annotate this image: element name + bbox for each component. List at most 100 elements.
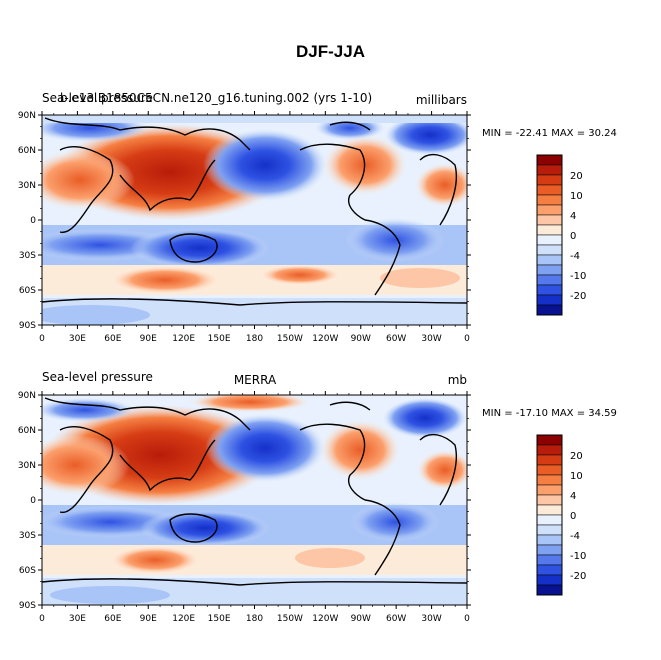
panel-2-field [42, 395, 467, 605]
colorbar-swatch [536, 444, 563, 456]
panel-2-lon-label: 0 [39, 614, 45, 624]
colorbar-swatch [536, 234, 563, 246]
panel-1-lat-label: 30N [18, 181, 36, 191]
panel-2-lon-label: 0 [464, 614, 470, 624]
colorbar-swatch [536, 254, 563, 266]
panel-1-lon-label: 90E [140, 334, 157, 344]
panel-2-lat-label: 30N [18, 461, 36, 471]
colorbar-swatch [536, 304, 563, 316]
panel-1-lon-label: 60E [104, 334, 121, 344]
panel-2-lon-label: 30W [421, 614, 441, 624]
colorbar-swatch [536, 454, 563, 466]
colorbar-swatch [536, 574, 563, 586]
panel-2-lon-label: 90E [140, 614, 157, 624]
panel-1-center-text: b.e13.B1850C5CN.ne120_g16.tuning.002 (yr… [60, 91, 372, 105]
panel-2-colorbar-label: 4 [570, 491, 576, 502]
panel-1-lon-label: 180 [246, 334, 263, 344]
panel-1-lat-label: 90S [19, 321, 36, 331]
panel-1-lat-label: 30S [19, 251, 36, 261]
colorbar-swatch [536, 464, 563, 476]
panel-1-lon-label: 150E [208, 334, 231, 344]
panel-1-coastlines [42, 117, 467, 306]
colorbar-swatch [536, 484, 563, 496]
panel-2-center-text: MERRA [234, 373, 277, 387]
panel-2-lon-label: 150E [208, 614, 231, 624]
panel-1-right-text: millibars [416, 93, 467, 107]
panel-2-lon-label: 120W [312, 614, 338, 624]
panel-1-lon-label: 0 [39, 334, 45, 344]
colorbar-swatch [536, 434, 563, 446]
panel-2-colorbar-label: -10 [570, 551, 586, 562]
colorbar-swatch [536, 164, 563, 176]
panel-1-lat-label: 60S [19, 286, 36, 296]
panel-1-colorbar-label: -4 [570, 251, 580, 262]
panel-1-colorbar-label: 20 [570, 171, 583, 182]
panel-1-lon-label: 30W [421, 334, 441, 344]
colorbar-swatch [536, 154, 563, 166]
panel-2-lon-label: 60E [104, 614, 121, 624]
colorbar-swatch [536, 524, 563, 536]
colorbar-swatch [536, 194, 563, 206]
panel-2-colorbar-label: -4 [570, 531, 580, 542]
panel-2-lat-label: 90S [19, 601, 36, 611]
panel-2-colorbar: 20 10 4 0 -4 -10 -20 [536, 434, 586, 596]
panel-2-lat-label: 30S [19, 531, 36, 541]
colorbar-swatch [536, 204, 563, 216]
panel-2-colorbar-label: 0 [570, 511, 576, 522]
panel-1-lat-label: 60N [18, 146, 36, 156]
panel-2-lon-label: 150W [277, 614, 303, 624]
panel-2-lon-label: 30E [69, 614, 86, 624]
colorbar-swatch [536, 584, 563, 596]
panel-1-colorbar-label: 10 [570, 191, 583, 202]
panel-2-lon-label: 180 [246, 614, 263, 624]
colorbar-swatch [536, 554, 563, 566]
panel-1-lon-label: 60W [386, 334, 406, 344]
colorbar-swatch [536, 264, 563, 276]
panel-2-lat-label: 60S [19, 566, 36, 576]
panel-2-lat-label: 60N [18, 426, 36, 436]
panel-1-lon-label: 150W [277, 334, 303, 344]
colorbar-swatch [536, 494, 563, 506]
panel-2-lat-label: 0 [30, 496, 36, 506]
panel-1-min-max: MIN = -22.41 MAX = 30.24 [482, 128, 617, 139]
colorbar-swatch [536, 564, 563, 576]
panel-2-coastlines [42, 397, 467, 586]
panel-1-lon-label: 90W [351, 334, 371, 344]
panel-1-colorbar-label: -20 [570, 291, 586, 302]
panel-1-colorbar: 20 10 4 0 -4 -10 -20 [536, 154, 586, 316]
panel-2-lon-label: 60W [386, 614, 406, 624]
colorbar-swatch [536, 504, 563, 516]
panel-1-lat-label: 0 [30, 216, 36, 226]
colorbar-swatch [536, 214, 563, 226]
panel-1-lon-label: 30E [69, 334, 86, 344]
panel-1-field [42, 115, 467, 325]
panel-2-right-text: mb [448, 373, 467, 387]
colorbar-swatch [536, 184, 563, 196]
panel-1-lon-label: 0 [464, 334, 470, 344]
panel-1-lon-label: 120E [172, 334, 195, 344]
panel-1-colorbar-label: -10 [570, 271, 586, 282]
panel-1-left-text: Sea-level pressure [42, 91, 153, 105]
colorbar-swatch [536, 534, 563, 546]
panel-2-lat-label: 90N [18, 391, 36, 401]
figure-title: DJF-JJA [296, 42, 365, 61]
panel-1-lat-label: 90N [18, 111, 36, 121]
panel-2-lon-label: 90W [351, 614, 371, 624]
colorbar-swatch [536, 474, 563, 486]
panel-2-colorbar-label: 10 [570, 471, 583, 482]
panel-1-lon-label: 120W [312, 334, 338, 344]
colorbar-swatch [536, 274, 563, 286]
colorbar-swatch [536, 514, 563, 526]
colorbar-swatch [536, 244, 563, 256]
panel-2-lon-label: 120E [172, 614, 195, 624]
colorbar-swatch [536, 294, 563, 306]
panel-2-left-text: Sea-level pressure [42, 370, 153, 384]
panel-1-colorbar-label: 4 [570, 211, 576, 222]
panel-2-min-max: MIN = -17.10 MAX = 34.59 [482, 408, 617, 419]
panel-2-colorbar-label: -20 [570, 571, 586, 582]
